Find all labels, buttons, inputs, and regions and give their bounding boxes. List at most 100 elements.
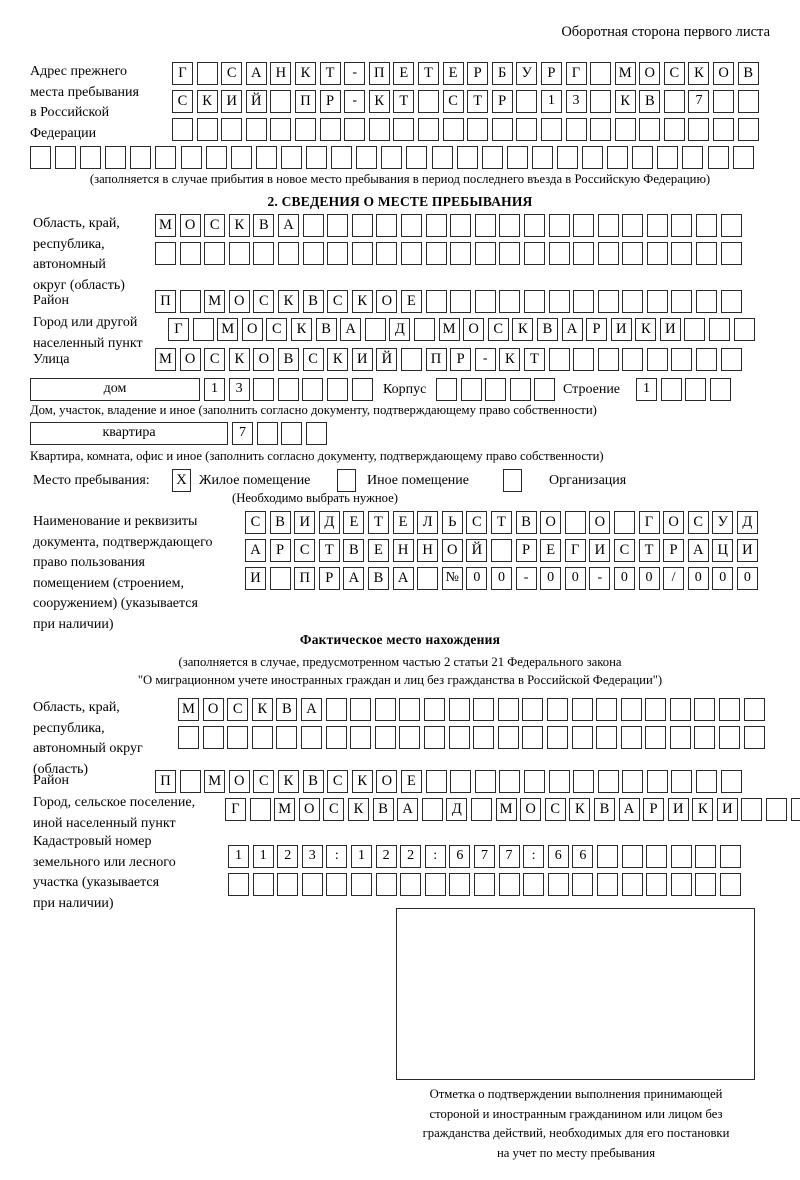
prev-address-r4-cell-27[interactable] (682, 146, 704, 169)
actual-district-cell-9[interactable]: К (351, 770, 373, 793)
region-r1-cell-23[interactable] (696, 214, 718, 237)
cadastral-r1-cell-3[interactable]: 2 (277, 845, 299, 868)
city-cell-23[interactable] (709, 318, 731, 341)
document-r1-cell-17[interactable]: Г (638, 511, 660, 534)
city-cell-24[interactable] (733, 318, 755, 341)
district-cell-7[interactable]: В (302, 290, 324, 313)
prev-address-r3-cell-7[interactable] (319, 118, 341, 141)
region-r2-cell-8[interactable] (327, 242, 349, 265)
document-r1-cell-6[interactable]: Т (367, 511, 389, 534)
document-r3-cell-9[interactable]: № (441, 567, 463, 590)
street-cell-13[interactable]: Р (450, 348, 472, 371)
document-r2-cell-13[interactable]: Е (540, 539, 562, 562)
cadastral-r2-cell-14[interactable] (547, 873, 569, 896)
prev-address-r1-cell-11[interactable]: Т (417, 62, 439, 85)
prev-address-r1-cell-5[interactable]: Н (270, 62, 292, 85)
cadastral-r2-cell-4[interactable] (301, 873, 323, 896)
prev-address-r3-cell-17[interactable] (565, 118, 587, 141)
document-r3-cell-14[interactable]: 0 (564, 567, 586, 590)
prev-address-r1-cell-20[interactable]: О (639, 62, 661, 85)
document-r2-cell-18[interactable]: Р (663, 539, 685, 562)
house-cell-6[interactable] (326, 378, 348, 401)
city-cell-8[interactable]: А (340, 318, 362, 341)
cadastral-r1-cell-20[interactable] (695, 845, 717, 868)
prev-address-r1-cell-15[interactable]: У (516, 62, 538, 85)
cadastral-r1-cell-10[interactable]: 6 (449, 845, 471, 868)
prev-address-r4-cell-7[interactable] (180, 146, 202, 169)
document-r1-cell-18[interactable]: О (663, 511, 685, 534)
street-cell-17[interactable] (548, 348, 570, 371)
prev-address-r1-cell-13[interactable]: Р (467, 62, 489, 85)
cadastral-r2-cell-13[interactable] (523, 873, 545, 896)
prev-address-r4-cell-13[interactable] (331, 146, 353, 169)
actual-city-cell-23[interactable] (766, 798, 788, 821)
document-r3-cell-11[interactable]: 0 (490, 567, 512, 590)
district-cell-1[interactable]: П (155, 290, 176, 313)
prev-address-r3-cell-9[interactable] (368, 118, 390, 141)
region-r1-cell-8[interactable] (327, 214, 349, 237)
region-r2-cell-23[interactable] (696, 242, 718, 265)
document-r3-cell-12[interactable]: - (515, 567, 537, 590)
cadastral-r1-cell-15[interactable]: 6 (572, 845, 594, 868)
region-r1-cell-12[interactable] (425, 214, 447, 237)
actual-region-r2-cell-9[interactable] (374, 726, 396, 749)
district-cell-22[interactable] (671, 290, 693, 313)
region-r1-cell-18[interactable] (573, 214, 595, 237)
prev-address-r1-cell-22[interactable]: К (688, 62, 710, 85)
city-cell-21[interactable]: И (659, 318, 681, 341)
street-cell-23[interactable] (696, 348, 718, 371)
actual-region-r1-cell-6[interactable]: А (300, 698, 322, 721)
flat-cell-2[interactable] (256, 422, 278, 445)
region-r1-cell-15[interactable] (499, 214, 521, 237)
prev-address-r3-cell-10[interactable] (393, 118, 415, 141)
cadastral-r2-cell-2[interactable] (252, 873, 274, 896)
region-r1-cell-4[interactable]: К (228, 214, 250, 237)
region-r2-cell-2[interactable] (179, 242, 201, 265)
prev-address-r2-cell-16[interactable]: 1 (540, 90, 562, 113)
cadastral-r2-cell-19[interactable] (670, 873, 692, 896)
prev-address-r1-cell-12[interactable]: Е (442, 62, 464, 85)
actual-region-r2-cell-3[interactable] (227, 726, 249, 749)
actual-city-cell-8[interactable]: А (397, 798, 419, 821)
document-r1-cell-19[interactable]: С (687, 511, 709, 534)
flat-number-row[interactable]: 7 (232, 422, 327, 445)
prev-address-r2-cell-2[interactable]: К (196, 90, 218, 113)
document-r1-cell-14[interactable] (564, 511, 586, 534)
prev-address-r3-cell-11[interactable] (417, 118, 439, 141)
city-cell-20[interactable]: К (635, 318, 657, 341)
actual-region-r1-cell-24[interactable] (743, 698, 765, 721)
prev-address-r4-cell-9[interactable] (230, 146, 252, 169)
district-cell-23[interactable] (696, 290, 718, 313)
actual-region-r1-cell-13[interactable] (473, 698, 495, 721)
actual-region-r1-cell-23[interactable] (719, 698, 741, 721)
document-r2-cell-9[interactable]: О (441, 539, 463, 562)
cadastral-r2-cell-18[interactable] (646, 873, 668, 896)
prev-address-r2-cell-19[interactable]: К (614, 90, 636, 113)
prev-address-r1-cell-10[interactable]: Е (393, 62, 415, 85)
prev-address-r1-cell-4[interactable]: А (245, 62, 267, 85)
document-r2-cell-5[interactable]: В (343, 539, 365, 562)
district-cell-14[interactable] (474, 290, 496, 313)
prev-address-r1-cell-2[interactable] (196, 62, 218, 85)
prev-address-r1-cell-14[interactable]: Б (491, 62, 513, 85)
prev-address-r4-cell-1[interactable] (30, 146, 51, 169)
prev-address-r3-cell-18[interactable] (590, 118, 612, 141)
prev-address-r3-cell-19[interactable] (614, 118, 636, 141)
city-cell-11[interactable] (413, 318, 435, 341)
region-r1-cell-19[interactable] (597, 214, 619, 237)
document-r2-cell-19[interactable]: А (687, 539, 709, 562)
actual-region-r2-cell-15[interactable] (522, 726, 544, 749)
prev-address-r4-cell-11[interactable] (280, 146, 302, 169)
district-cell-17[interactable] (548, 290, 570, 313)
actual-district-cell-7[interactable]: В (302, 770, 324, 793)
document-r1-cell-2[interactable]: В (269, 511, 291, 534)
actual-region-r2-cell-24[interactable] (743, 726, 765, 749)
actual-district-cell-24[interactable] (720, 770, 742, 793)
city-cell-3[interactable]: М (217, 318, 239, 341)
prev-address-r3-cell-15[interactable] (516, 118, 538, 141)
actual-city-cell-21[interactable]: И (716, 798, 738, 821)
prev-address-r2-cell-8[interactable]: - (344, 90, 366, 113)
prev-address-r4-cell-28[interactable] (707, 146, 729, 169)
prev-address-r4-cell-17[interactable] (431, 146, 453, 169)
